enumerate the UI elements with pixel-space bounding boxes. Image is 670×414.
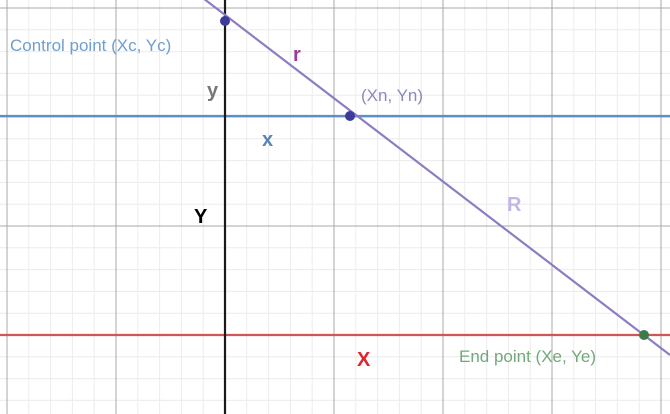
control-point-label: Control point (Xc, Yc) <box>10 36 171 55</box>
segment-x-label: x <box>262 129 273 151</box>
segment-Y-label: Y <box>194 206 208 228</box>
segment-r-label: r <box>293 44 301 66</box>
diagonal-line <box>203 0 670 356</box>
intersection-point-label: (Xn, Yn) <box>361 86 423 105</box>
control-point-marker <box>220 16 230 26</box>
segment-R-label: R <box>507 194 522 216</box>
segment-y-label: y <box>207 80 219 102</box>
end-point-label: End point (Xe, Ye) <box>459 347 596 366</box>
end-point-marker <box>639 330 649 340</box>
intersection-point-marker <box>345 111 355 121</box>
segment-X-label: X <box>357 349 371 371</box>
